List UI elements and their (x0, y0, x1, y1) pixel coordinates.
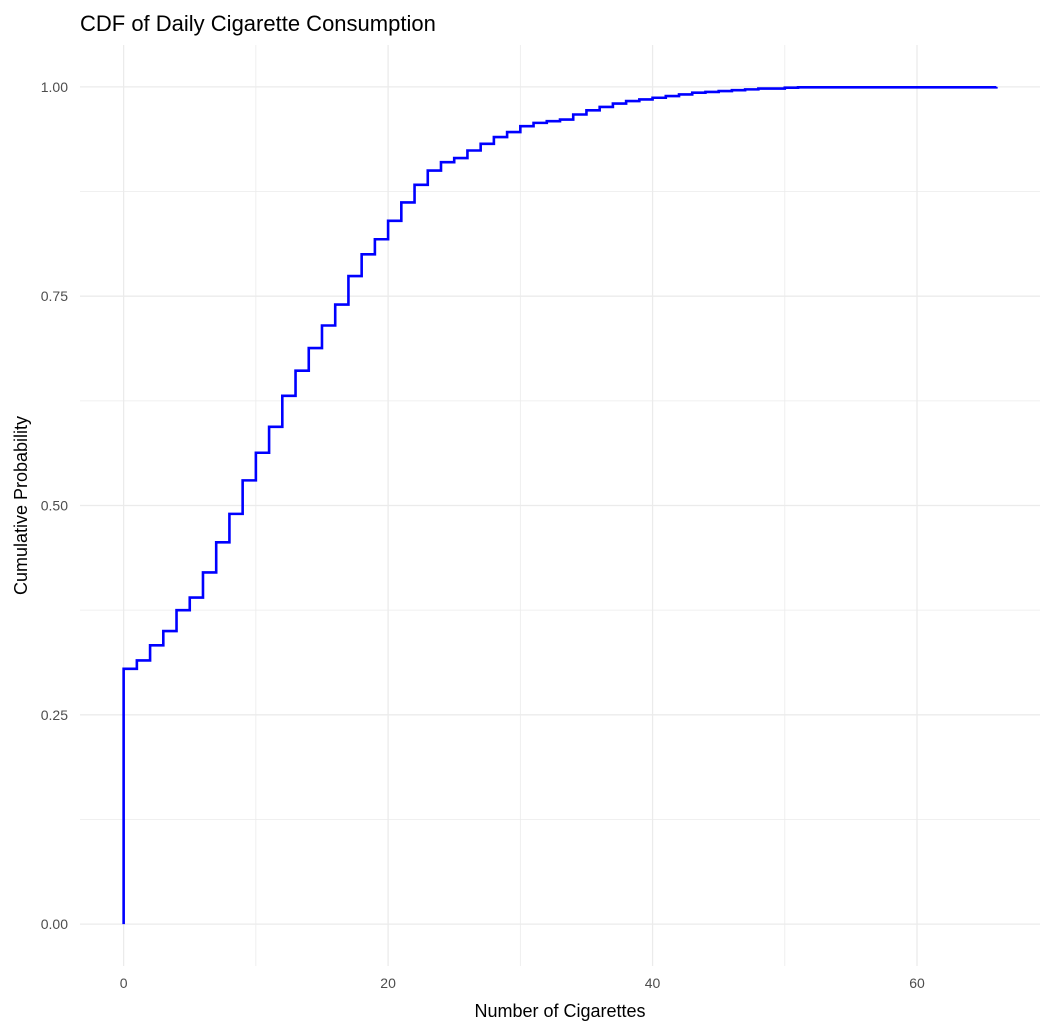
x-tick-label: 60 (909, 975, 925, 991)
y-tick-label: 0.00 (41, 916, 68, 932)
y-axis-title: Cumulative Probability (11, 416, 31, 595)
y-tick-label: 0.25 (41, 707, 68, 723)
x-tick-label: 0 (120, 975, 128, 991)
grid-layer (80, 45, 1040, 966)
y-tick-label: 1.00 (41, 79, 68, 95)
x-tick-label: 40 (645, 975, 661, 991)
chart-title: CDF of Daily Cigarette Consumption (80, 11, 436, 36)
line-layer (122, 85, 998, 925)
ecdf-step-line (122, 85, 998, 925)
tick-labels: 0 20 40 60 0.00 0.25 0.50 0.75 1.00 (41, 79, 925, 991)
y-tick-label: 0.75 (41, 288, 68, 304)
x-axis-title: Number of Cigarettes (474, 1001, 645, 1021)
x-tick-label: 20 (380, 975, 396, 991)
y-tick-label: 0.50 (41, 498, 68, 514)
